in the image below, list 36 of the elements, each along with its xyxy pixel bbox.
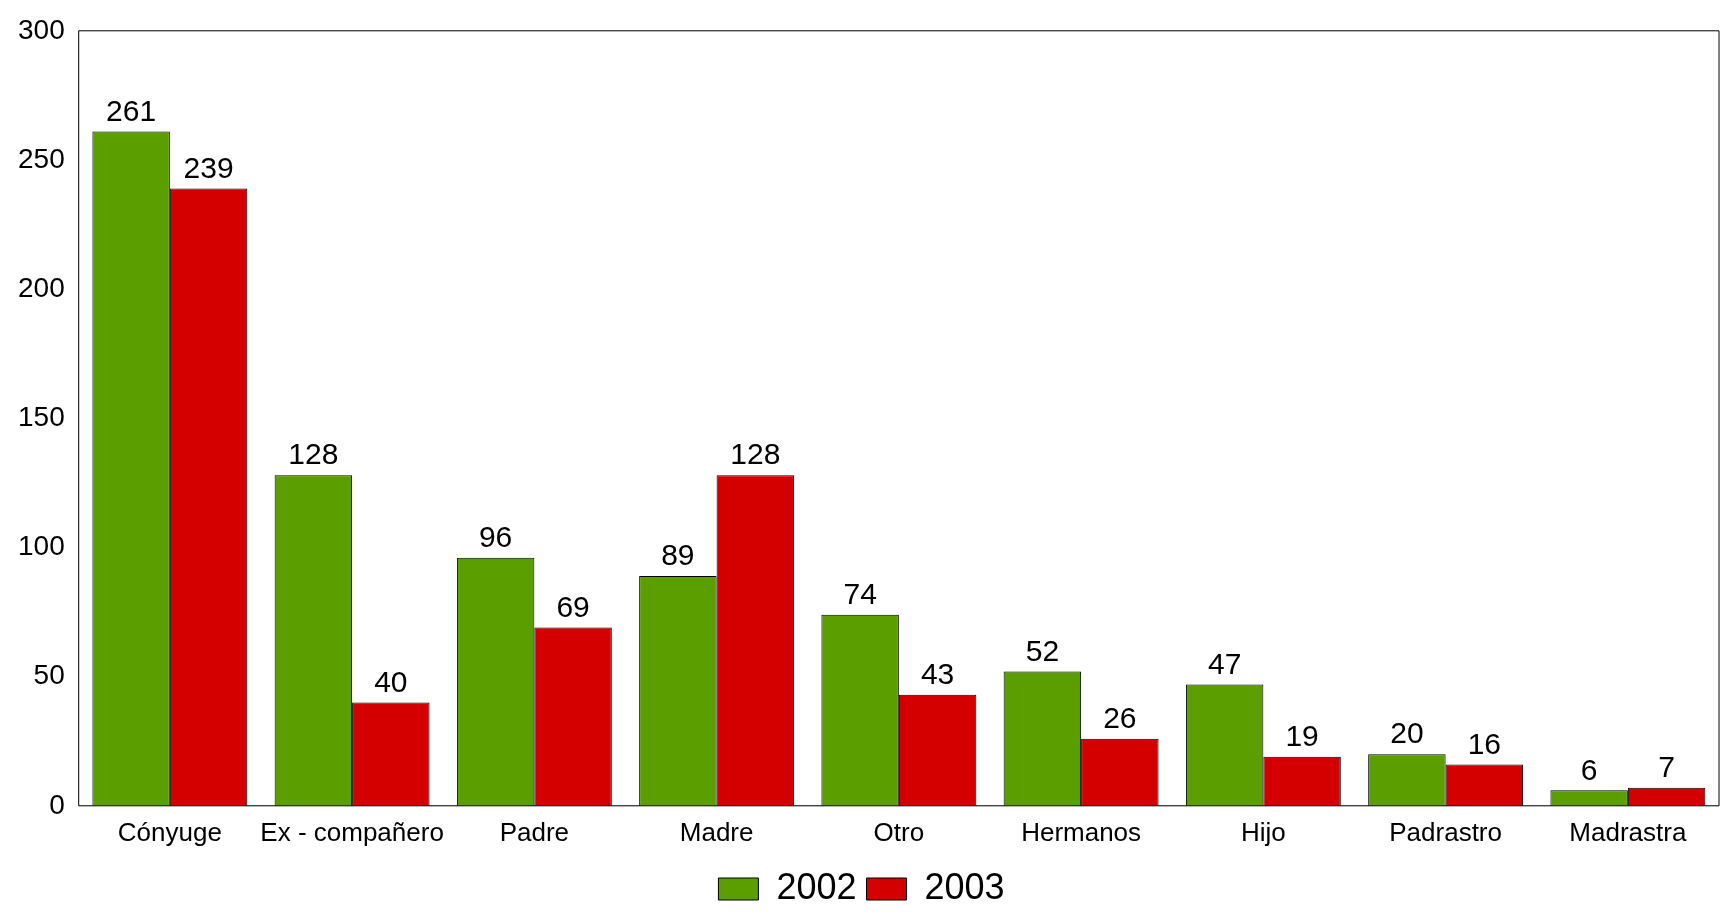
x-tick-label: Madre bbox=[679, 816, 754, 847]
legend-label: 2003 bbox=[924, 865, 1005, 907]
data-label: 26 bbox=[1103, 700, 1137, 734]
legend-label: 2002 bbox=[776, 865, 857, 907]
data-label: 89 bbox=[661, 538, 695, 572]
x-tick-label: Otro bbox=[873, 816, 925, 847]
y-tick-label: 250 bbox=[18, 142, 65, 174]
data-label: 40 bbox=[374, 664, 408, 698]
y-tick-label: 300 bbox=[18, 13, 65, 45]
data-label: 52 bbox=[1025, 633, 1060, 667]
data-label: 6 bbox=[1580, 752, 1598, 786]
x-tick-label: Ex - compañero bbox=[260, 816, 444, 847]
data-label: 261 bbox=[106, 93, 157, 127]
x-tick-label: Madrastra bbox=[1569, 816, 1687, 847]
x-tick-label: Cónyuge bbox=[117, 816, 222, 847]
data-label: 74 bbox=[843, 576, 877, 610]
y-tick-label: 50 bbox=[33, 659, 65, 691]
data-label: 16 bbox=[1467, 726, 1502, 760]
x-tick-label: Padre bbox=[499, 816, 570, 847]
y-tick-label: 200 bbox=[18, 271, 65, 303]
data-label: 96 bbox=[478, 520, 513, 554]
x-tick-label: Padrastro bbox=[1389, 816, 1502, 847]
x-tick-label: Hermanos bbox=[1021, 816, 1142, 847]
data-label: 20 bbox=[1390, 716, 1424, 750]
x-tick-label: Hijo bbox=[1240, 816, 1286, 847]
data-label: 7 bbox=[1658, 749, 1675, 783]
y-tick-label: 100 bbox=[18, 530, 65, 562]
data-label: 128 bbox=[730, 437, 781, 471]
y-tick-label: 0 bbox=[49, 788, 65, 820]
data-label: 69 bbox=[556, 589, 590, 623]
data-label: 43 bbox=[920, 656, 955, 690]
data-label: 19 bbox=[1285, 718, 1319, 752]
y-tick-label: 150 bbox=[18, 401, 65, 433]
data-label: 128 bbox=[288, 437, 339, 471]
data-label: 239 bbox=[183, 150, 234, 184]
data-label: 47 bbox=[1207, 646, 1242, 680]
